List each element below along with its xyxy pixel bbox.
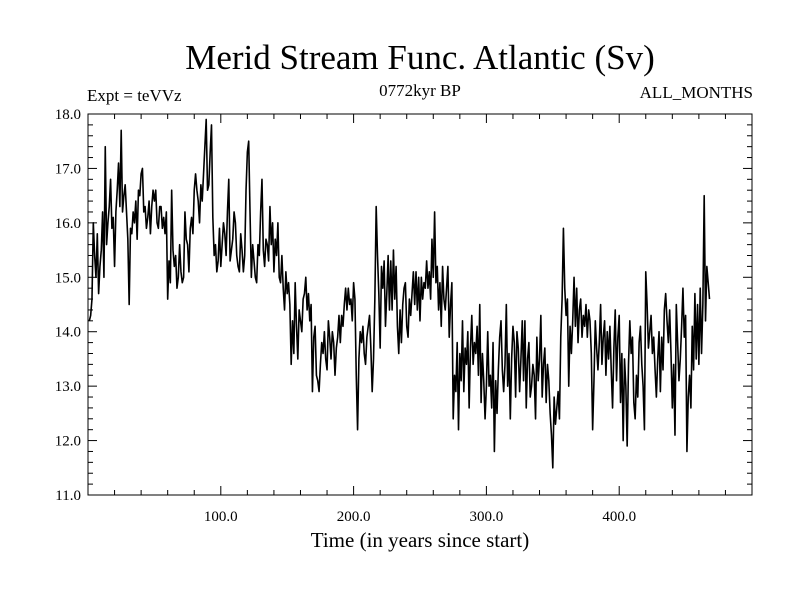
- period-label: 0772kyr BP: [379, 81, 461, 100]
- experiment-label: Expt = teVVz: [87, 86, 182, 105]
- y-tick-label: 11.0: [55, 488, 81, 504]
- y-tick-label: 15.0: [55, 270, 81, 286]
- plot-frame: [87, 113, 753, 496]
- x-tick-label: 400.0: [602, 509, 636, 525]
- y-tick-label: 18.0: [55, 107, 81, 123]
- x-tick-label: 100.0: [204, 509, 238, 525]
- y-tick-label: 17.0: [55, 161, 81, 177]
- y-tick-label: 16.0: [55, 216, 81, 232]
- x-axis-label: Time (in years since start): [310, 528, 530, 552]
- y-tick-label: 12.0: [55, 434, 81, 450]
- series-line: [88, 118, 711, 469]
- x-tick-labels: 100.0 200.0 300.0 400.0: [204, 509, 636, 525]
- months-label: ALL_MONTHS: [639, 83, 753, 102]
- axis-ticks: [88, 113, 752, 496]
- x-tick-label: 300.0: [470, 509, 504, 525]
- y-tick-label: 14.0: [55, 325, 81, 341]
- y-tick-label: 13.0: [55, 379, 81, 395]
- chart-title: Merid Stream Func. Atlantic (Sv): [185, 38, 655, 77]
- y-tick-labels: 11.0 12.0 13.0 14.0 15.0 16.0 17.0 18.0: [55, 107, 81, 504]
- x-tick-label: 200.0: [337, 509, 371, 525]
